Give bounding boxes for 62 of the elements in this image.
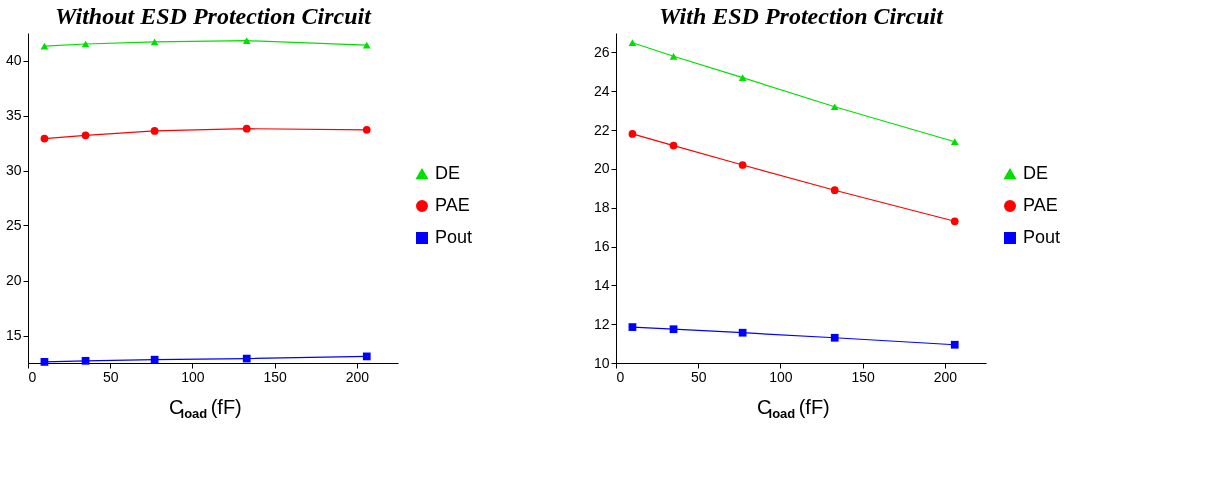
- point: [150, 38, 159, 46]
- point: [362, 352, 371, 361]
- point: [242, 37, 251, 45]
- point: [362, 125, 371, 134]
- x-tick-label: 50: [102, 368, 119, 385]
- y-tick-label: 30: [5, 162, 22, 178]
- point: [830, 186, 839, 195]
- point: [950, 138, 959, 146]
- point: [150, 355, 159, 364]
- legend-label: Pout: [435, 227, 473, 247]
- point: [81, 40, 90, 48]
- legend-label: Pout: [1023, 227, 1061, 247]
- y-tick-label: 26: [593, 43, 610, 60]
- y-tick-label: 12: [593, 315, 610, 332]
- point: [830, 333, 839, 342]
- point: [950, 217, 959, 226]
- point: [738, 328, 747, 337]
- legend-label: PAE: [1023, 195, 1058, 215]
- x-tick-label: 100: [181, 368, 205, 385]
- chart-title: Without ESD Protection Circuit: [55, 3, 373, 29]
- point: [81, 131, 90, 140]
- point: [830, 103, 839, 111]
- point: [669, 141, 678, 150]
- y-tick-label: 18: [593, 199, 610, 216]
- y-tick-label: 25: [5, 217, 22, 233]
- y-tick-label: 20: [5, 272, 22, 288]
- x-tick-label: 150: [263, 368, 288, 385]
- point: [242, 354, 251, 363]
- point: [81, 356, 90, 365]
- point: [628, 323, 637, 331]
- point: [40, 42, 49, 50]
- legend-label: DE: [1023, 163, 1049, 183]
- y-tick-label: 40: [5, 52, 22, 68]
- point: [40, 134, 49, 143]
- x-tick-label: 150: [851, 368, 876, 385]
- point: [628, 130, 637, 138]
- x-tick-label: 0: [616, 368, 625, 385]
- point: [628, 39, 637, 47]
- x-tick-label: 50: [690, 368, 707, 385]
- y-tick-label: 15: [5, 327, 22, 343]
- point: [669, 325, 678, 334]
- point: [738, 161, 747, 169]
- legend-label: DE: [435, 163, 461, 183]
- point: [669, 52, 678, 60]
- y-tick-label: 16: [593, 238, 610, 255]
- chart-title: With ESD Protection Circuit: [659, 3, 945, 29]
- legend-label: PAE: [435, 195, 470, 215]
- y-tick-label: 14: [593, 276, 610, 293]
- point: [150, 127, 159, 135]
- x-tick-label: 100: [769, 368, 793, 385]
- point: [242, 124, 251, 133]
- x-tick-label: 200: [933, 368, 958, 385]
- point: [738, 74, 747, 81]
- y-tick-label: 24: [593, 82, 610, 99]
- y-tick-label: 22: [593, 121, 610, 138]
- y-tick-label: 35: [5, 107, 22, 123]
- point: [950, 340, 959, 349]
- x-tick-label: 0: [28, 368, 37, 385]
- y-tick-label: 20: [593, 160, 610, 177]
- y-tick-label: 10: [593, 354, 610, 371]
- point: [40, 358, 49, 366]
- x-tick-label: 200: [345, 368, 370, 385]
